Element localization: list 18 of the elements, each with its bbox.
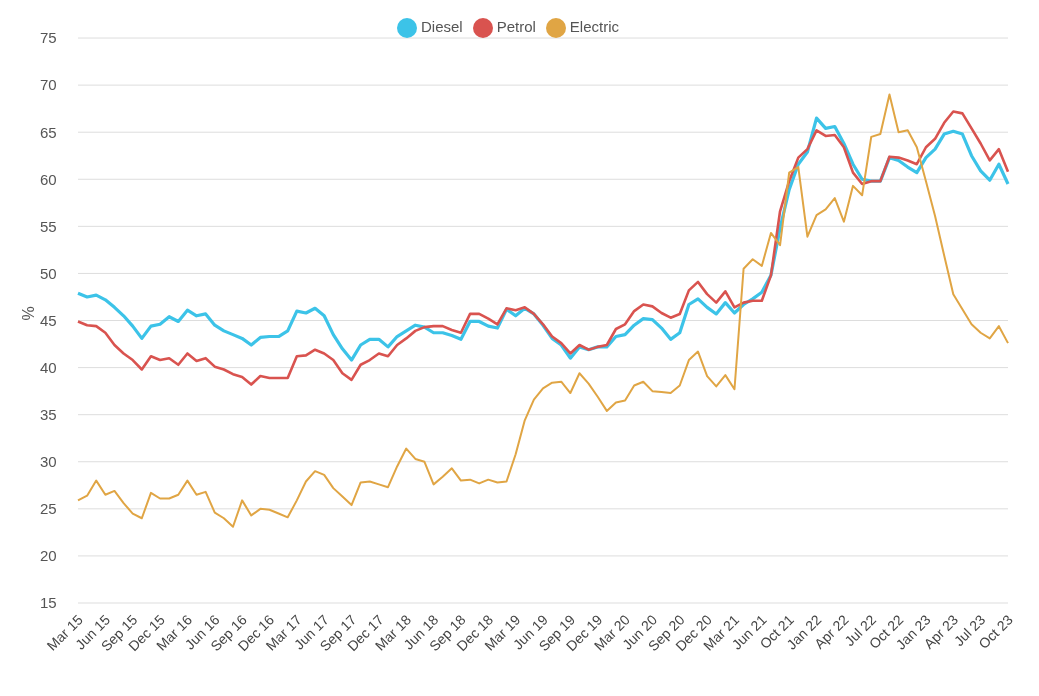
line-series (77, 93, 1009, 528)
y-tick-label: 55 (40, 217, 57, 235)
y-tick-label: 45 (40, 311, 57, 329)
legend-label: Petrol (496, 18, 536, 35)
legend-label: Electric (569, 18, 620, 35)
y-tick-label: 30 (40, 453, 57, 471)
y-tick-label: 40 (40, 358, 57, 376)
y-tick-label: 65 (40, 123, 57, 141)
y-tick-label: 25 (40, 500, 57, 518)
legend-label: Diesel (420, 18, 463, 35)
y-tick-label: 15 (40, 594, 57, 612)
y-axis-title: % (19, 306, 37, 321)
y-tick-label: 60 (40, 170, 57, 188)
y-tick-label: 75 (40, 29, 57, 47)
y-tick-label: 50 (40, 264, 57, 282)
y-tick-label: 20 (40, 547, 57, 565)
y-tick-label: 70 (40, 76, 57, 94)
y-tick-label: 35 (40, 406, 57, 423)
